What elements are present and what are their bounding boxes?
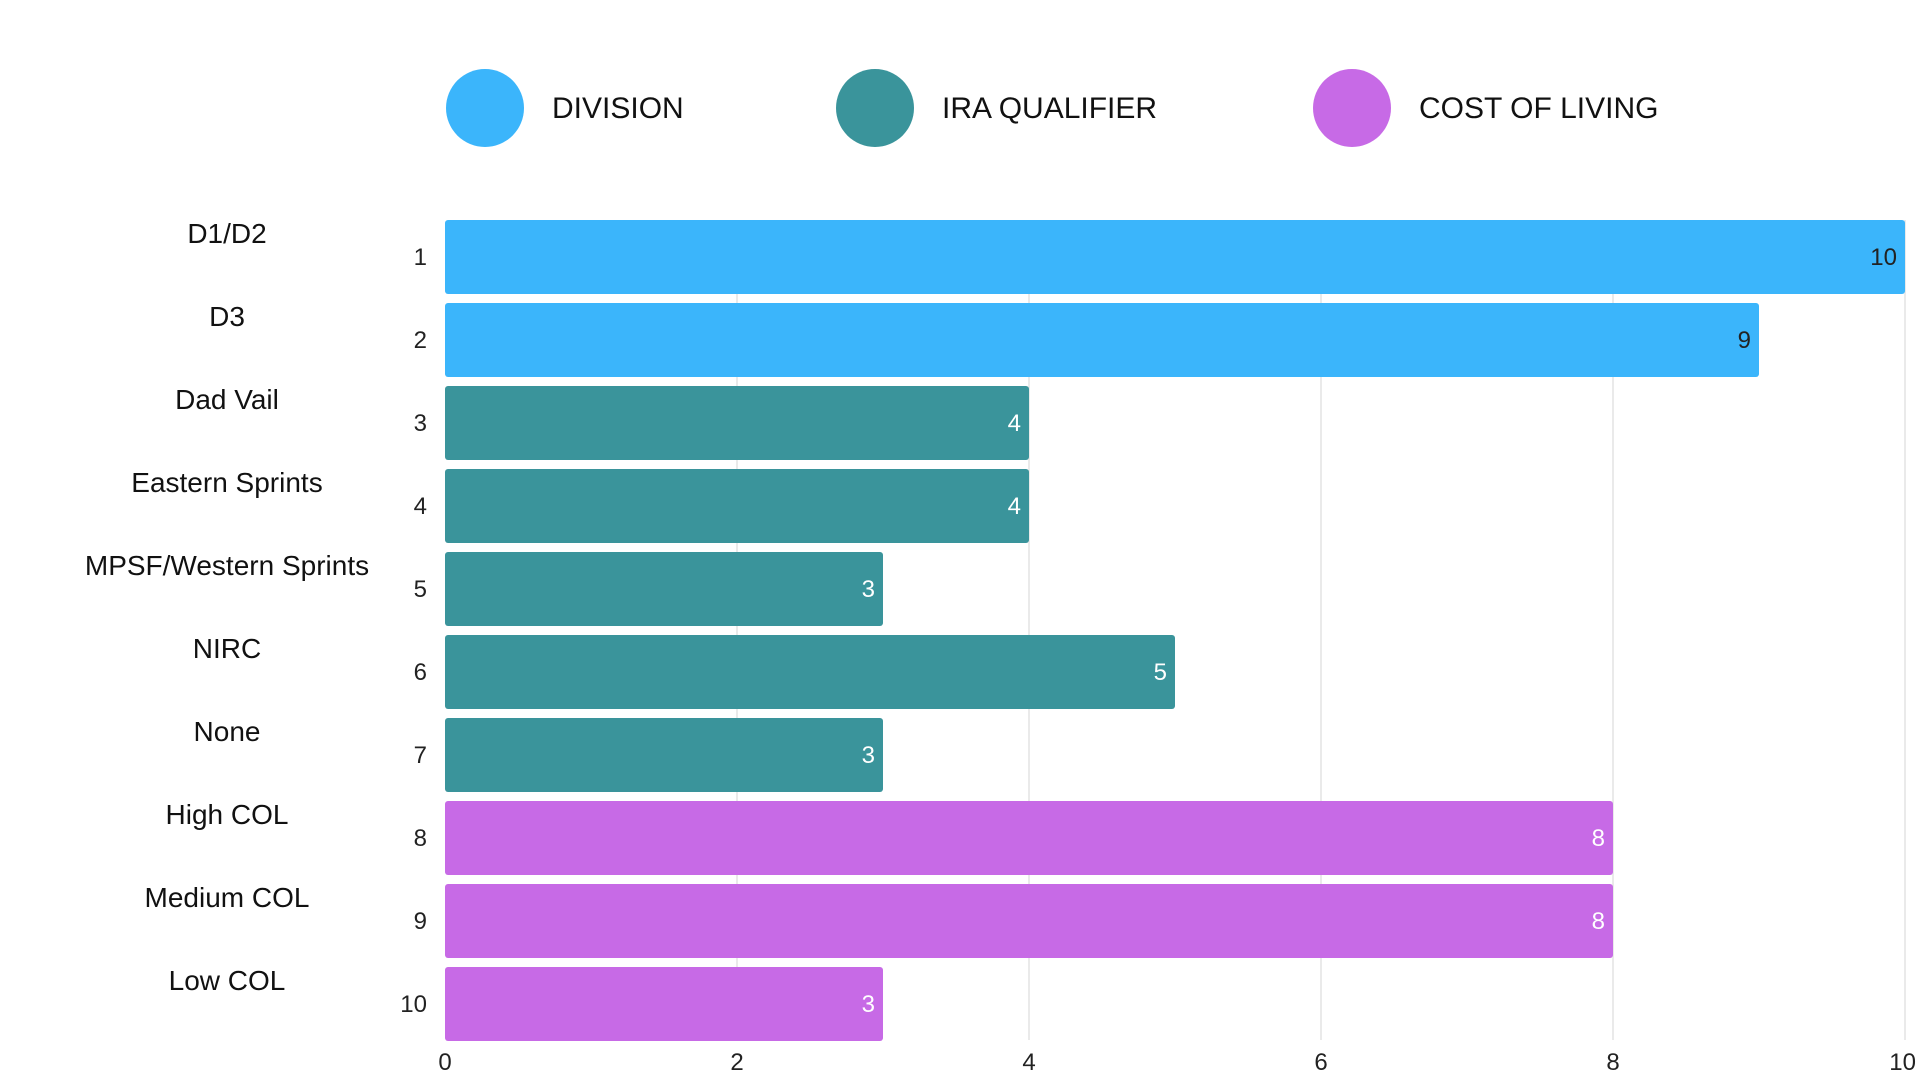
- x-axis-ticks: 0 2 4 6 8 10: [438, 1049, 1916, 1076]
- rank-label-5: 5: [414, 576, 427, 603]
- legend-swatch-1: [836, 69, 914, 147]
- legend-label-1: IRA QUALIFIER: [942, 92, 1157, 125]
- data-label-3: 4: [1008, 410, 1021, 437]
- category-labels: D1/D2 1 D3 2 Dad Vail 3 Eastern Sprints 4 MPSF/W…: [85, 218, 427, 1018]
- x-tick-label-2: 2: [730, 1049, 743, 1076]
- category-label-1: D1/D2: [187, 218, 266, 249]
- rank-label-7: 7: [414, 742, 427, 769]
- x-tick-label-4: 4: [1022, 1049, 1035, 1076]
- rank-label-9: 9: [414, 908, 427, 935]
- legend-label-2: COST OF LIVING: [1419, 92, 1659, 125]
- x-tick-label-6: 6: [1314, 1049, 1327, 1076]
- data-label-10: 3: [862, 991, 875, 1018]
- x-tick-label-0: 0: [438, 1049, 451, 1076]
- bars: 10 9 4 4 3 5 3 8 8 3: [445, 220, 1905, 1041]
- data-label-2: 9: [1738, 327, 1751, 354]
- bar-3: [445, 386, 1029, 460]
- data-label-8: 8: [1592, 825, 1605, 852]
- category-label-5: MPSF/Western Sprints: [85, 550, 369, 581]
- rank-label-8: 8: [414, 825, 427, 852]
- data-label-5: 3: [862, 576, 875, 603]
- data-label-9: 8: [1592, 908, 1605, 935]
- legend-swatch-0: [446, 69, 524, 147]
- rank-label-1: 1: [414, 244, 427, 271]
- bar-5: [445, 552, 883, 626]
- data-label-7: 3: [862, 742, 875, 769]
- bar-8: [445, 801, 1613, 875]
- bar-4: [445, 469, 1029, 543]
- rank-label-3: 3: [414, 410, 427, 437]
- data-label-1: 10: [1870, 244, 1897, 271]
- category-label-6: NIRC: [193, 633, 261, 664]
- category-label-4: Eastern Sprints: [131, 467, 322, 498]
- x-tick-label-10: 10: [1889, 1049, 1916, 1076]
- bar-7: [445, 718, 883, 792]
- rank-label-4: 4: [414, 493, 427, 520]
- category-label-8: High COL: [166, 799, 289, 830]
- category-label-2: D3: [209, 301, 245, 332]
- bar-2: [445, 303, 1759, 377]
- legend: DIVISION IRA QUALIFIER COST OF LIVING: [446, 69, 1659, 147]
- category-label-3: Dad Vail: [175, 384, 279, 415]
- category-label-9: Medium COL: [145, 882, 310, 913]
- x-tick-label-8: 8: [1606, 1049, 1619, 1076]
- data-label-4: 4: [1008, 493, 1021, 520]
- rank-label-2: 2: [414, 327, 427, 354]
- bar-9: [445, 884, 1613, 958]
- data-label-6: 5: [1154, 659, 1167, 686]
- rank-label-6: 6: [414, 659, 427, 686]
- bar-6: [445, 635, 1175, 709]
- legend-swatch-2: [1313, 69, 1391, 147]
- bar-10: [445, 967, 883, 1041]
- legend-label-0: DIVISION: [552, 92, 684, 125]
- category-label-10: Low COL: [169, 965, 286, 996]
- category-label-7: None: [194, 716, 261, 747]
- bar-1: [445, 220, 1905, 294]
- rank-label-10: 10: [400, 991, 427, 1018]
